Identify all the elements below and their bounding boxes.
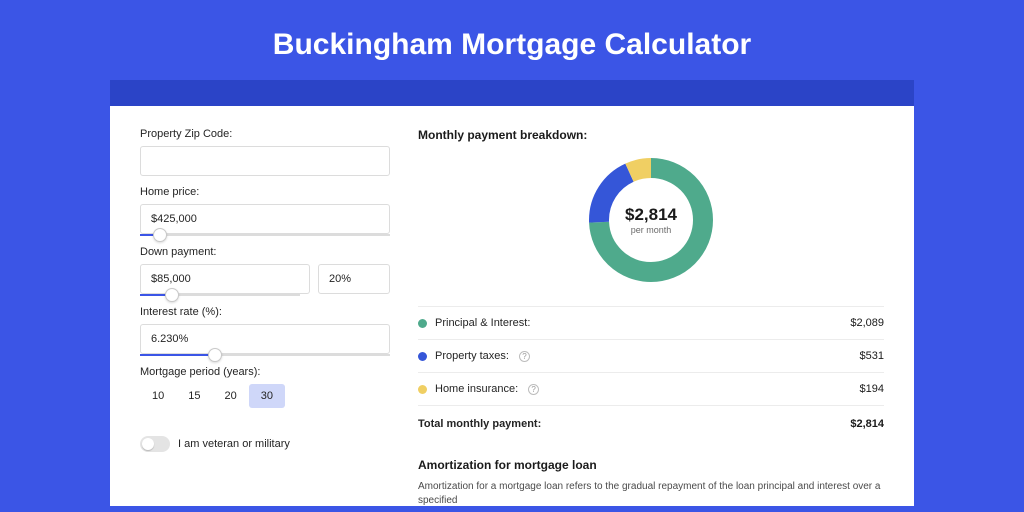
legend-label: Principal & Interest: (435, 317, 530, 329)
legend-dot (418, 352, 427, 361)
donut-sublabel: per month (631, 225, 672, 235)
legend-row: Home insurance:? $194 (418, 373, 884, 406)
home-price-slider[interactable] (140, 234, 390, 236)
page-title: Buckingham Mortgage Calculator (0, 0, 1024, 80)
period-option-30[interactable]: 30 (249, 384, 285, 408)
legend-value: $531 (860, 350, 884, 362)
amortization-body: Amortization for a mortgage loan refers … (418, 480, 884, 508)
down-payment-pct-input[interactable] (318, 264, 390, 294)
legend-label: Property taxes: (435, 350, 509, 362)
legend-dot (418, 319, 427, 328)
inputs-panel: Property Zip Code: Home price: Down paym… (140, 128, 390, 506)
total-label: Total monthly payment: (418, 418, 541, 430)
home-price-input[interactable] (140, 204, 390, 234)
period-option-15[interactable]: 15 (176, 384, 212, 408)
veteran-toggle[interactable] (140, 436, 170, 452)
period-option-20[interactable]: 20 (213, 384, 249, 408)
period-label: Mortgage period (years): (140, 366, 390, 378)
total-row: Total monthly payment: $2,814 (418, 406, 884, 440)
calculator-card: Property Zip Code: Home price: Down paym… (110, 106, 914, 506)
payment-donut-chart: $2,814 per month (589, 158, 713, 282)
period-option-10[interactable]: 10 (140, 384, 176, 408)
veteran-label: I am veteran or military (178, 438, 290, 450)
zip-input[interactable] (140, 146, 390, 176)
breakdown-panel: Monthly payment breakdown: $2,814 per mo… (418, 128, 884, 506)
breakdown-title: Monthly payment breakdown: (418, 128, 884, 142)
info-icon[interactable]: ? (519, 351, 530, 362)
period-options: 10152030 (140, 384, 390, 408)
legend-label: Home insurance: (435, 383, 518, 395)
interest-rate-slider[interactable] (140, 354, 390, 356)
zip-label: Property Zip Code: (140, 128, 390, 140)
down-payment-input[interactable] (140, 264, 310, 294)
header-strip (110, 80, 914, 106)
legend-value: $2,089 (850, 317, 884, 329)
interest-rate-input[interactable] (140, 324, 390, 354)
down-payment-label: Down payment: (140, 246, 390, 258)
legend-value: $194 (860, 383, 884, 395)
legend-row: Principal & Interest: $2,089 (418, 307, 884, 340)
home-price-label: Home price: (140, 186, 390, 198)
donut-amount: $2,814 (625, 205, 677, 225)
legend-dot (418, 385, 427, 394)
down-payment-slider[interactable] (140, 294, 300, 296)
legend-row: Property taxes:? $531 (418, 340, 884, 373)
amortization-title: Amortization for mortgage loan (418, 458, 884, 472)
interest-rate-label: Interest rate (%): (140, 306, 390, 318)
total-value: $2,814 (850, 418, 884, 430)
info-icon[interactable]: ? (528, 384, 539, 395)
